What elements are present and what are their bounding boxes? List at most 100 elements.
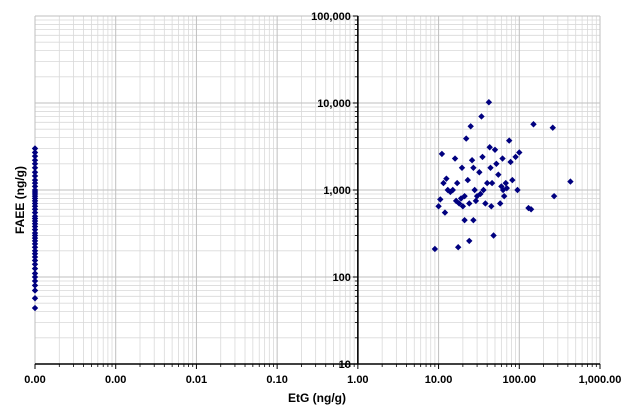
x-tick-labels: 0.00 0.00 0.01 0.10 1.00 10.00 100.00 1,000.00: [24, 374, 621, 386]
data-point: [509, 176, 516, 184]
data-point: [31, 179, 39, 187]
data-point: [495, 171, 502, 178]
data-point: [31, 270, 39, 277]
data-point: [482, 200, 489, 207]
data-point: [31, 164, 39, 171]
axes: [34, 15, 601, 369]
data-point: [31, 244, 39, 251]
data-point: [493, 160, 500, 168]
data-point: [480, 186, 487, 194]
data-point: [31, 145, 39, 152]
data-point: [463, 135, 470, 142]
data-point: [431, 245, 439, 253]
y-axis-label: FAEE (ng/g): [13, 166, 27, 234]
data-point: [502, 179, 509, 187]
data-point: [31, 157, 39, 164]
data-point: [476, 169, 483, 176]
y-tick-label: 1,000: [323, 185, 351, 197]
data-point: [31, 287, 39, 294]
data-point: [467, 123, 474, 130]
x-tick-label: 100.00: [502, 374, 536, 386]
data-point: [31, 149, 39, 156]
data-point: [567, 178, 574, 185]
x-tick-label: 10.00: [425, 374, 453, 386]
data-point: [516, 149, 523, 156]
data-point: [31, 169, 39, 176]
data-point: [31, 226, 39, 233]
data-point: [549, 124, 556, 131]
data-point: [440, 179, 447, 187]
x-axis-label: EtG (ng/g): [288, 391, 346, 405]
data-point: [451, 155, 459, 162]
data-point: [444, 186, 451, 194]
x-tick-label: 0.00: [105, 374, 126, 386]
y-tick-label: 100: [332, 272, 350, 284]
data-point: [525, 204, 532, 212]
data-point: [31, 209, 39, 216]
data-point: [453, 179, 461, 187]
data-point: [488, 203, 495, 210]
data-point: [470, 164, 477, 171]
data-point: [455, 200, 463, 207]
data-point: [483, 179, 491, 187]
y-tick-label: 100,000: [311, 11, 351, 23]
data-point: [31, 240, 39, 248]
data-point: [435, 203, 442, 210]
data-point: [487, 164, 494, 171]
data-point: [488, 179, 496, 187]
data-point: [443, 175, 450, 182]
data-point: [31, 172, 39, 180]
x-tick-label: 0.00: [24, 374, 45, 386]
data-point: [479, 153, 486, 161]
data-point: [31, 257, 39, 264]
data-point: [550, 192, 558, 200]
data-point: [31, 282, 39, 289]
y-tick-label: 10: [339, 359, 351, 371]
data-point: [471, 186, 478, 194]
data-point: [468, 157, 476, 164]
x-tick-label: 0.10: [266, 374, 287, 386]
x-tick-label: 1.00: [347, 374, 368, 386]
data-point: [499, 186, 507, 194]
data-point: [490, 232, 497, 239]
data-point: [477, 190, 484, 198]
data-point: [461, 216, 468, 224]
y-tick-labels: 10 100 1,000 10,000 100,000: [311, 11, 351, 371]
data-point: [437, 196, 444, 203]
data-point: [486, 144, 493, 151]
data-point: [31, 160, 39, 168]
data-point: [31, 253, 39, 261]
data-point: [449, 186, 456, 194]
data-point: [31, 183, 39, 190]
data-point: [512, 153, 519, 161]
data-point: [438, 150, 446, 158]
x-tick-label: 0.01: [186, 374, 207, 386]
data-points: [31, 99, 574, 312]
data-point: [31, 265, 39, 272]
data-point: [466, 237, 473, 245]
data-point: [470, 216, 477, 224]
data-point: [31, 277, 39, 285]
data-point: [31, 261, 39, 268]
data-point: [478, 113, 485, 120]
data-point: [472, 197, 480, 205]
data-point: [464, 176, 471, 184]
data-point: [31, 295, 39, 302]
data-point: [454, 244, 462, 251]
data-point: [514, 186, 521, 194]
data-point: [31, 206, 39, 213]
data-point: [461, 192, 468, 200]
data-point: [485, 99, 493, 106]
data-point: [530, 121, 537, 128]
data-point: [527, 206, 535, 213]
data-point: [496, 200, 504, 207]
data-point: [31, 304, 39, 312]
data-point: [500, 192, 508, 200]
data-point: [458, 164, 466, 171]
data-point: [459, 203, 467, 210]
data-point: [31, 273, 39, 281]
data-point: [507, 158, 514, 166]
data-point: [503, 184, 510, 192]
data-point: [441, 209, 449, 216]
